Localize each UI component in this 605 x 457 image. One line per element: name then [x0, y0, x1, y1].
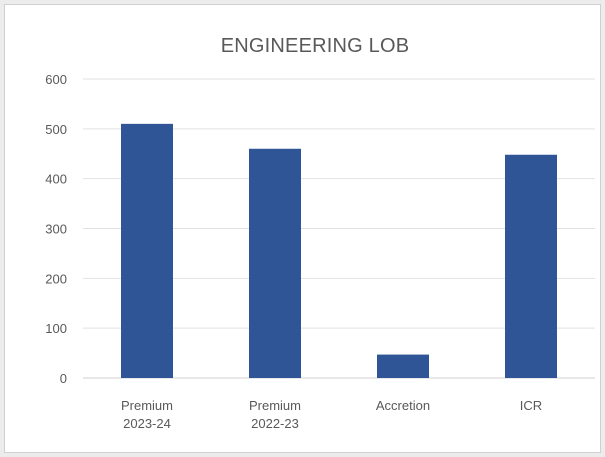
x-tick-label: Premium	[249, 398, 301, 413]
x-tick-label: 2022-23	[251, 416, 299, 431]
bar	[377, 354, 429, 378]
x-tick-label: Premium	[121, 398, 173, 413]
bar	[249, 148, 301, 378]
x-tick-label: ICR	[520, 398, 542, 413]
chart-title: ENGINEERING LOB	[221, 35, 410, 57]
bar	[121, 123, 173, 378]
y-tick-label: 200	[45, 271, 67, 286]
bar	[505, 154, 557, 378]
bars	[121, 123, 557, 378]
y-tick-label: 0	[60, 371, 67, 386]
y-axis-tick-labels: 0 100 200 300 400 500 600	[45, 72, 67, 386]
chart-frame: ENGINEERING LOB 0 100 200 300 400 500 600 Prem…	[4, 4, 601, 453]
y-tick-label: 300	[45, 222, 67, 237]
bar-chart: ENGINEERING LOB 0 100 200 300 400 500 600 Prem…	[45, 35, 595, 431]
y-tick-label: 100	[45, 321, 67, 336]
x-axis-tick-labels: Premium 2023-24 Premium 2022-23 Accretion ICR	[121, 398, 542, 431]
x-tick-label: 2023-24	[123, 416, 171, 431]
y-tick-label: 600	[45, 72, 67, 87]
x-tick-label: Accretion	[376, 398, 430, 413]
y-tick-label: 500	[45, 122, 67, 137]
y-tick-label: 400	[45, 172, 67, 187]
